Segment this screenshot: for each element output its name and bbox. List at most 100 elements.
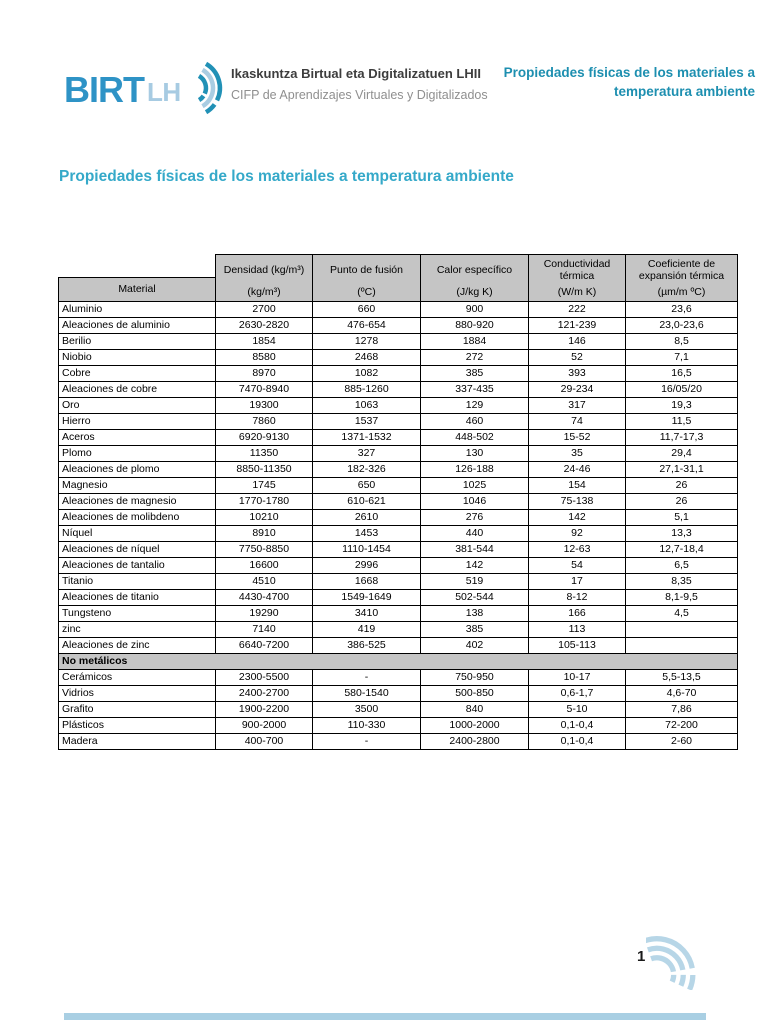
value-cell: 129 xyxy=(420,397,529,414)
material-cell: zinc xyxy=(58,621,216,638)
value-cell: 3410 xyxy=(312,605,421,622)
table-row: Cerámicos 2300-5500-750-950 10-17 5,5-13,5 xyxy=(58,669,738,686)
value-cell: 650 xyxy=(312,477,421,494)
table-row: Cobre 8970 1082 385 393 16,5 xyxy=(58,365,738,382)
header-coef-expansion: Coeficiente de expansión térmica (µm/m º… xyxy=(625,254,738,302)
table-row: Plásticos 900-2000 110-330 1000-2000 0,1-0,4… xyxy=(58,717,738,734)
header-material: Material xyxy=(58,277,216,302)
value-cell: 1082 xyxy=(312,365,421,382)
value-cell: 130 xyxy=(420,445,529,462)
column-title: Punto de fusión xyxy=(330,263,403,276)
value-cell: 610-621 xyxy=(312,493,421,510)
value-cell: 12,7-18,4 xyxy=(625,541,738,558)
value-cell: 4510 xyxy=(215,573,313,590)
material-cell: Aluminio xyxy=(58,301,216,318)
value-cell: 460 xyxy=(420,413,529,430)
material-cell: Cerámicos xyxy=(58,669,216,686)
value-cell: 1278 xyxy=(312,333,421,350)
value-cell: 840 xyxy=(420,701,529,718)
value-cell: 121-239 xyxy=(528,317,626,334)
value-cell: 110-330 xyxy=(312,717,421,734)
value-cell: 337-435 xyxy=(420,381,529,398)
wifi-arcs-icon xyxy=(197,61,222,115)
value-cell: 580-1540 xyxy=(312,685,421,702)
column-unit: (J/kg K) xyxy=(456,286,493,298)
table-row: Madera 400-700-2400-2800 0,1-0,4 2-60 xyxy=(58,733,738,750)
value-cell: 11,7-17,3 xyxy=(625,429,738,446)
birtlh-logo: BIRT LH xyxy=(64,60,235,115)
value-cell: 1000-2000 xyxy=(420,717,529,734)
column-unit: (µm/m ºC) xyxy=(657,286,706,298)
document-title-header: Propiedades físicas de los materiales a … xyxy=(503,65,755,99)
value-cell: 402 xyxy=(420,637,529,654)
value-cell: 16,5 xyxy=(625,365,738,382)
value-cell: 440 xyxy=(420,525,529,542)
page-title: Propiedades físicas de los materiales a … xyxy=(59,168,514,185)
value-cell: 8,35 xyxy=(625,573,738,590)
material-cell: Oro xyxy=(58,397,216,414)
value-cell: 19290 xyxy=(215,605,313,622)
value-cell: 23,6 xyxy=(625,301,738,318)
value-cell: 23,0-23,6 xyxy=(625,317,738,334)
value-cell xyxy=(625,621,738,638)
value-cell: 0,6-1,7 xyxy=(528,685,626,702)
value-cell: 8,5 xyxy=(625,333,738,350)
value-cell: 13,3 xyxy=(625,525,738,542)
table-row: Plomo 11350 327 130 35 29,4 xyxy=(58,445,738,462)
footer-accent-bar xyxy=(64,1013,706,1020)
value-cell: 72-200 xyxy=(625,717,738,734)
material-cell: Aleaciones de aluminio xyxy=(58,317,216,334)
value-cell: 1453 xyxy=(312,525,421,542)
value-cell: 142 xyxy=(528,509,626,526)
table-row: Aleaciones de titanio 4430-4700 1549-1649 5… xyxy=(58,589,738,606)
value-cell: 8910 xyxy=(215,525,313,542)
value-cell: 92 xyxy=(528,525,626,542)
table-row: Aleaciones de cobre 7470-8940 885-1260 337-… xyxy=(58,381,738,398)
value-cell: 8580 xyxy=(215,349,313,366)
table-row: Aleaciones de magnesio 1770-1780 610-621 10… xyxy=(58,493,738,510)
value-cell: 1668 xyxy=(312,573,421,590)
header-calor-especifico: Calor específico (J/kg K) xyxy=(420,254,529,302)
value-cell: 1025 xyxy=(420,477,529,494)
table-row: Grafito 1900-2200 3500 840 5-10 7,86 xyxy=(58,701,738,718)
table-row: Aleaciones de plomo 8850-11350 182-326 126-… xyxy=(58,461,738,478)
value-cell: 5-10 xyxy=(528,701,626,718)
value-cell: 105-113 xyxy=(528,637,626,654)
material-cell: Aleaciones de titanio xyxy=(58,589,216,606)
material-cell: Madera xyxy=(58,733,216,750)
table-row: Hierro 7860 1537 460 74 11,5 xyxy=(58,413,738,430)
table-row: Berilio 1854 1278 1884 146 8,5 xyxy=(58,333,738,350)
value-cell: 7,1 xyxy=(625,349,738,366)
value-cell: 660 xyxy=(312,301,421,318)
value-cell: 400-700 xyxy=(215,733,313,750)
material-cell: Aleaciones de zinc xyxy=(58,637,216,654)
header-row-titles: Densidad (kg/m³) (kg/m³) Punto de fusión… xyxy=(58,254,738,302)
material-cell: Aleaciones de níquel xyxy=(58,541,216,558)
value-cell: 386-525 xyxy=(312,637,421,654)
value-cell: 1110-1454 xyxy=(312,541,421,558)
value-cell: 154 xyxy=(528,477,626,494)
value-cell: 519 xyxy=(420,573,529,590)
table-row: Aceros 6920-9130 1371-1532 448-502 15-52 11,7… xyxy=(58,429,738,446)
value-cell: 8970 xyxy=(215,365,313,382)
value-cell: 0,1-0,4 xyxy=(528,717,626,734)
organization-name: Ikaskuntza Birtual eta Digitalizatuen LH… xyxy=(231,66,481,81)
value-cell: 448-502 xyxy=(420,429,529,446)
value-cell: 1854 xyxy=(215,333,313,350)
value-cell: 327 xyxy=(312,445,421,462)
value-cell: 11350 xyxy=(215,445,313,462)
value-cell: 11,5 xyxy=(625,413,738,430)
table-row: Aleaciones de tantalio 16600 2996 142 54 6,5 xyxy=(58,557,738,574)
value-cell: 27,1-31,1 xyxy=(625,461,738,478)
value-cell: 10-17 xyxy=(528,669,626,686)
material-cell: Berilio xyxy=(58,333,216,350)
value-cell: 10210 xyxy=(215,509,313,526)
value-cell: 19,3 xyxy=(625,397,738,414)
value-cell: 7,86 xyxy=(625,701,738,718)
value-cell: 19300 xyxy=(215,397,313,414)
table-row: Aleaciones de aluminio 2630-2820 476-654 88… xyxy=(58,317,738,334)
value-cell: 476-654 xyxy=(312,317,421,334)
header-blank-cell xyxy=(58,254,216,279)
value-cell: 2996 xyxy=(312,557,421,574)
